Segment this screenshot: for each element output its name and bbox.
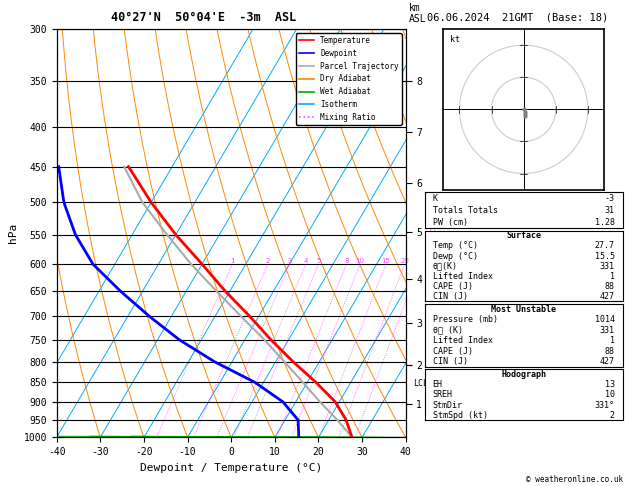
Text: CAPE (J): CAPE (J) (433, 282, 472, 291)
Text: 331°: 331° (595, 400, 615, 410)
Text: Surface: Surface (506, 231, 541, 241)
Text: Lifted Index: Lifted Index (433, 336, 493, 345)
Text: 27.7: 27.7 (595, 242, 615, 250)
Text: 3: 3 (287, 258, 292, 264)
Text: Hodograph: Hodograph (501, 370, 546, 379)
Text: StmSpd (kt): StmSpd (kt) (433, 411, 487, 420)
Text: EH: EH (433, 380, 442, 389)
Text: Totals Totals: Totals Totals (433, 206, 498, 215)
Text: CAPE (J): CAPE (J) (433, 347, 472, 356)
Text: θᴄ (K): θᴄ (K) (433, 326, 462, 334)
Text: CIN (J): CIN (J) (433, 357, 467, 366)
Text: 10: 10 (605, 390, 615, 399)
Text: 06.06.2024  21GMT  (Base: 18): 06.06.2024 21GMT (Base: 18) (426, 12, 608, 22)
Text: 331: 331 (600, 326, 615, 334)
X-axis label: Dewpoint / Temperature (°C): Dewpoint / Temperature (°C) (140, 463, 322, 473)
Text: 15.5: 15.5 (595, 252, 615, 260)
Text: 20: 20 (400, 258, 409, 264)
Text: 31: 31 (605, 206, 615, 215)
Text: kt: kt (450, 35, 460, 44)
Text: -3: -3 (605, 193, 615, 203)
Text: LCL: LCL (413, 379, 428, 388)
Text: 88: 88 (605, 347, 615, 356)
Text: CIN (J): CIN (J) (433, 292, 467, 301)
Text: 1: 1 (610, 336, 615, 345)
Text: 1: 1 (230, 258, 235, 264)
Text: 8: 8 (344, 258, 348, 264)
Text: 427: 427 (600, 292, 615, 301)
Text: Temp (°C): Temp (°C) (433, 242, 477, 250)
Y-axis label: hPa: hPa (8, 223, 18, 243)
Text: 331: 331 (600, 261, 615, 271)
Text: 427: 427 (600, 357, 615, 366)
Text: 5: 5 (316, 258, 321, 264)
Text: km
ASL: km ASL (409, 3, 426, 24)
Text: Dewp (°C): Dewp (°C) (433, 252, 477, 260)
Text: 4: 4 (303, 258, 308, 264)
Text: 1: 1 (610, 272, 615, 280)
Legend: Temperature, Dewpoint, Parcel Trajectory, Dry Adiabat, Wet Adiabat, Isotherm, Mi: Temperature, Dewpoint, Parcel Trajectory… (296, 33, 402, 125)
Text: 88: 88 (605, 282, 615, 291)
Text: 40°27'N  50°04'E  -3m  ASL: 40°27'N 50°04'E -3m ASL (111, 11, 296, 23)
Text: 2: 2 (265, 258, 270, 264)
Text: StmDir: StmDir (433, 400, 462, 410)
Text: © weatheronline.co.uk: © weatheronline.co.uk (526, 474, 623, 484)
Text: 15: 15 (381, 258, 391, 264)
Text: 1014: 1014 (595, 315, 615, 324)
Text: Pressure (mb): Pressure (mb) (433, 315, 498, 324)
Text: 13: 13 (605, 380, 615, 389)
Text: Mixing Ratio (g/kg): Mixing Ratio (g/kg) (429, 193, 438, 273)
Text: θᴄ(K): θᴄ(K) (433, 261, 457, 271)
Text: SREH: SREH (433, 390, 452, 399)
Text: 2: 2 (610, 411, 615, 420)
Text: Most Unstable: Most Unstable (491, 305, 556, 313)
Text: 1.28: 1.28 (595, 218, 615, 227)
Text: PW (cm): PW (cm) (433, 218, 467, 227)
Text: K: K (433, 193, 438, 203)
Text: 10: 10 (355, 258, 365, 264)
Text: Lifted Index: Lifted Index (433, 272, 493, 280)
